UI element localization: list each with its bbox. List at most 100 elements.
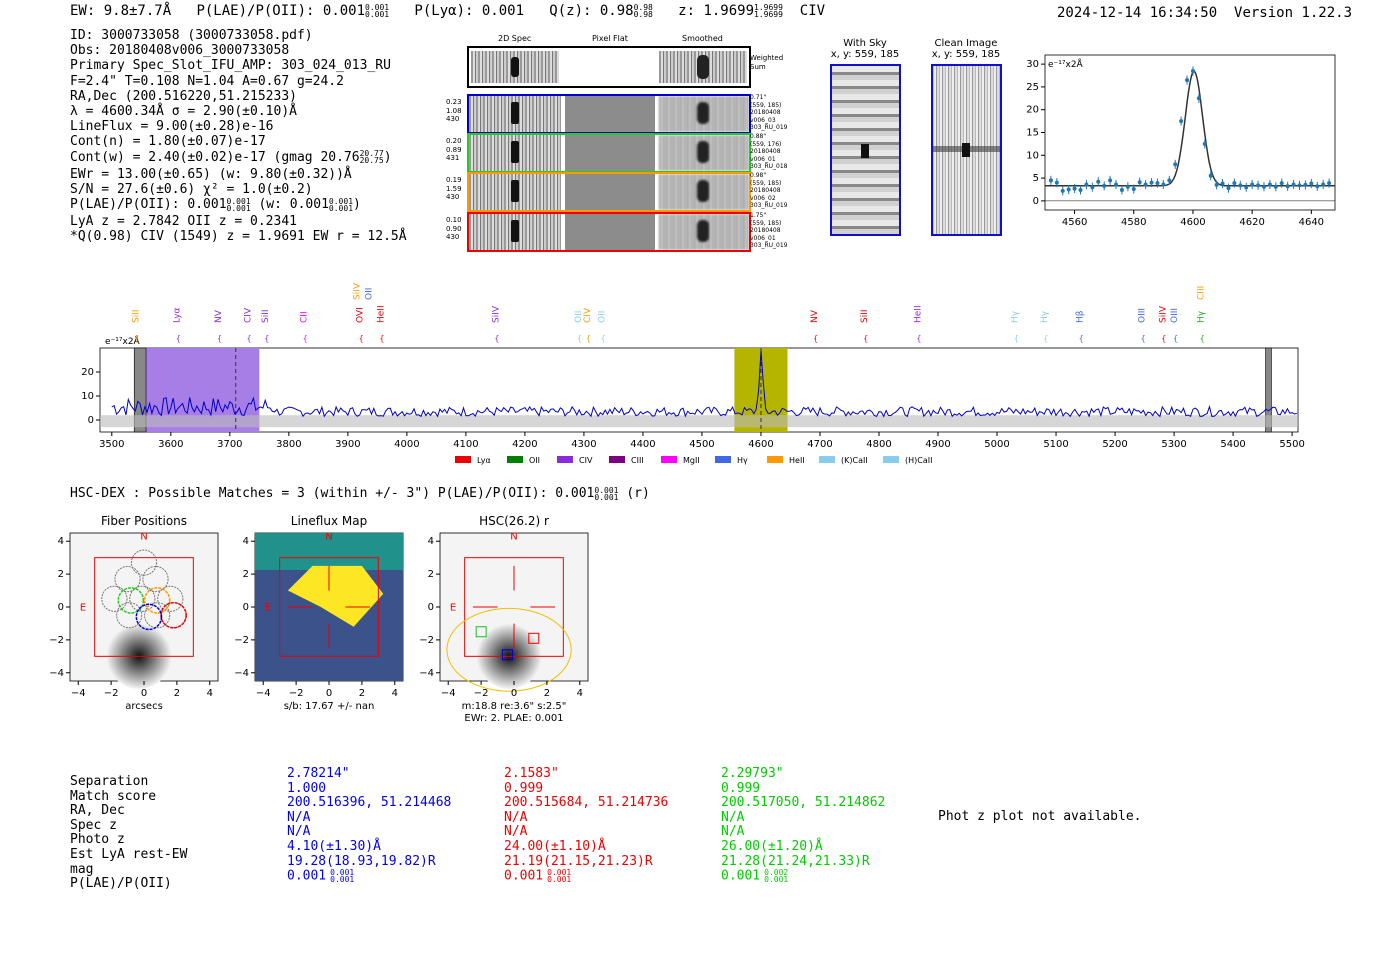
match-value: N/A xyxy=(287,824,311,840)
panel-xtick-label: −4 xyxy=(71,688,86,699)
phot-z-note: Phot z plot not available. xyxy=(938,809,1142,824)
spec-xtick-label: 3900 xyxy=(335,439,360,450)
plae-sub: 0.001 xyxy=(365,10,390,19)
spectral-line-label: NV xyxy=(214,309,224,323)
match-value: 1.000 xyxy=(287,780,327,796)
panel-xtick-label: 4 xyxy=(207,688,213,699)
cutout-info-line: v006_01 xyxy=(750,155,776,163)
line-bracket: { xyxy=(601,334,606,343)
fiber-circle-highlight xyxy=(143,587,171,614)
fit-data-point xyxy=(1137,180,1142,185)
hsc-title-text: HSC-DEX : Possible Matches = 3 (within +… xyxy=(70,486,595,501)
fit-data-point xyxy=(1285,184,1290,189)
spec-xtick-label: 4000 xyxy=(394,439,419,450)
legend-label: OII xyxy=(529,456,540,465)
line-bracket: { xyxy=(134,334,139,343)
full-spectrum-chart: 3500 3600 3700 3800 3900 4000 4100 4200 4300 4400… xyxy=(81,282,1305,465)
legend-label: Hγ xyxy=(737,456,748,465)
cutout-stat: 0.89 xyxy=(446,145,462,154)
spec-ytick-label: 10 xyxy=(81,391,94,402)
fit-data-point xyxy=(1220,181,1225,186)
fit-data-point xyxy=(1238,183,1243,188)
panel-xtick-label: 0 xyxy=(511,688,517,699)
panel-xtick-label: 0 xyxy=(141,688,147,699)
match-box-blue xyxy=(501,649,513,661)
panel-xtick-label: −4 xyxy=(441,688,456,699)
cutout-row-stats: 0.19 1.59 430 xyxy=(446,176,466,202)
match-value: 0.001 0.002 0.001 xyxy=(721,869,885,884)
spec-xtick-label: 5000 xyxy=(984,439,1009,450)
cutout-stat: 0.10 xyxy=(446,216,462,224)
row-label: Est LyA rest-EW xyxy=(70,846,188,862)
north-label: N xyxy=(325,532,332,543)
match-column: 2.1583" 0.999 200.515684, 51.214736 N/A N/A 2… xyxy=(504,766,668,884)
legend-swatch xyxy=(767,456,783,463)
fit-ytick-label: 25 xyxy=(1026,82,1039,93)
fit-data-point xyxy=(1078,187,1083,192)
fit-data-point xyxy=(1279,181,1284,186)
fit-data-point xyxy=(1155,181,1160,186)
weighted-sum-label: Weighted Sum xyxy=(750,54,784,71)
match-value: 0.999 xyxy=(721,780,761,796)
fit-data-point xyxy=(1125,184,1130,189)
legend-label: CIII xyxy=(631,456,644,465)
cutout-info-line: v006_01 xyxy=(750,234,776,242)
line-bracket: { xyxy=(863,334,868,343)
match-plae-sup: 0.001 xyxy=(330,868,355,878)
match-plae: 0.001 xyxy=(287,868,327,884)
info-line: ID: 3000733058 (3000733058.pdf) xyxy=(70,28,313,43)
fit-data-point xyxy=(1054,180,1059,185)
fit-data-point xyxy=(1048,178,1053,183)
panel-ytick-label: −2 xyxy=(419,635,434,646)
panel-title: HSC(26.2) r xyxy=(479,514,549,528)
match-value: 4.10(±1.30)Å xyxy=(287,838,381,854)
fit-data-point xyxy=(1303,182,1308,187)
cutout-2dspec xyxy=(469,214,561,250)
row-label: Spec z xyxy=(70,817,117,833)
plae-line: P(LAE)/P(OII): 0.0010.001 0.001 (w: 0.001… xyxy=(70,196,361,213)
panel-ytick-label: −4 xyxy=(419,668,434,679)
cutout-info-line: 0.71" xyxy=(750,94,767,101)
panel-ytick-label: −2 xyxy=(49,635,64,646)
header-timestamp-block: 2024-12-14 16:34:50 Version 1.22.3 xyxy=(1057,5,1352,21)
cutout-pixel-flat xyxy=(565,96,655,132)
fit-data-point xyxy=(1096,179,1101,184)
spec-ytick-label: 0 xyxy=(88,415,94,426)
fit-data-point xyxy=(1167,178,1172,183)
fit-data-point xyxy=(1214,182,1219,187)
spectral-line-label: SiII xyxy=(261,309,271,323)
match-value: 19.28(18.93,19.82)R xyxy=(287,853,436,869)
panel-ytick-label: 2 xyxy=(428,569,434,580)
hsc-title-suffix: (r) xyxy=(626,486,650,501)
cutout-smoothed xyxy=(659,135,749,171)
search-box xyxy=(94,557,194,657)
spectral-line-label: HeII xyxy=(376,305,386,323)
fit-data-point xyxy=(1102,183,1107,188)
fiber-circle xyxy=(130,549,158,576)
with-sky-xy: x, y: 559, 185 xyxy=(830,49,900,60)
east-label: E xyxy=(80,602,86,613)
spec-xtick-label: 3700 xyxy=(217,439,242,450)
cutout-smoothed xyxy=(659,214,749,250)
match-plae-sub: 0.001 xyxy=(330,875,355,885)
cutout-stat: 1.08 xyxy=(446,106,462,115)
panel-ytick-label: 4 xyxy=(58,536,64,547)
match-column: 2.29793" 0.999 200.517050, 51.214862 N/A N/A… xyxy=(721,766,885,884)
spec-xtick-label: 5400 xyxy=(1220,439,1245,450)
spec-xtick-label: 5100 xyxy=(1043,439,1068,450)
spec-xtick-label: 5200 xyxy=(1102,439,1127,450)
east-label: E xyxy=(265,602,271,613)
cutout-stat: 430 xyxy=(446,115,460,123)
fit-data-point xyxy=(1244,185,1249,190)
z-line: CIV xyxy=(799,3,826,19)
fit-data-point xyxy=(1161,182,1166,187)
panel-xtick-label: −2 xyxy=(289,688,304,699)
legend-label: (H)CaII xyxy=(905,456,932,465)
fit-data-point xyxy=(1060,188,1065,193)
panel-ytick-label: −2 xyxy=(234,635,249,646)
spec-ytick-label: 20 xyxy=(81,367,94,378)
spec-xtick-label: 3500 xyxy=(99,439,124,450)
cutout-row xyxy=(467,212,751,252)
panel-caption: arcsecs xyxy=(125,701,163,712)
cutout-row-info: 0.98" (559, 185) 20180408 v006_02 303_RU_019 xyxy=(750,172,800,210)
